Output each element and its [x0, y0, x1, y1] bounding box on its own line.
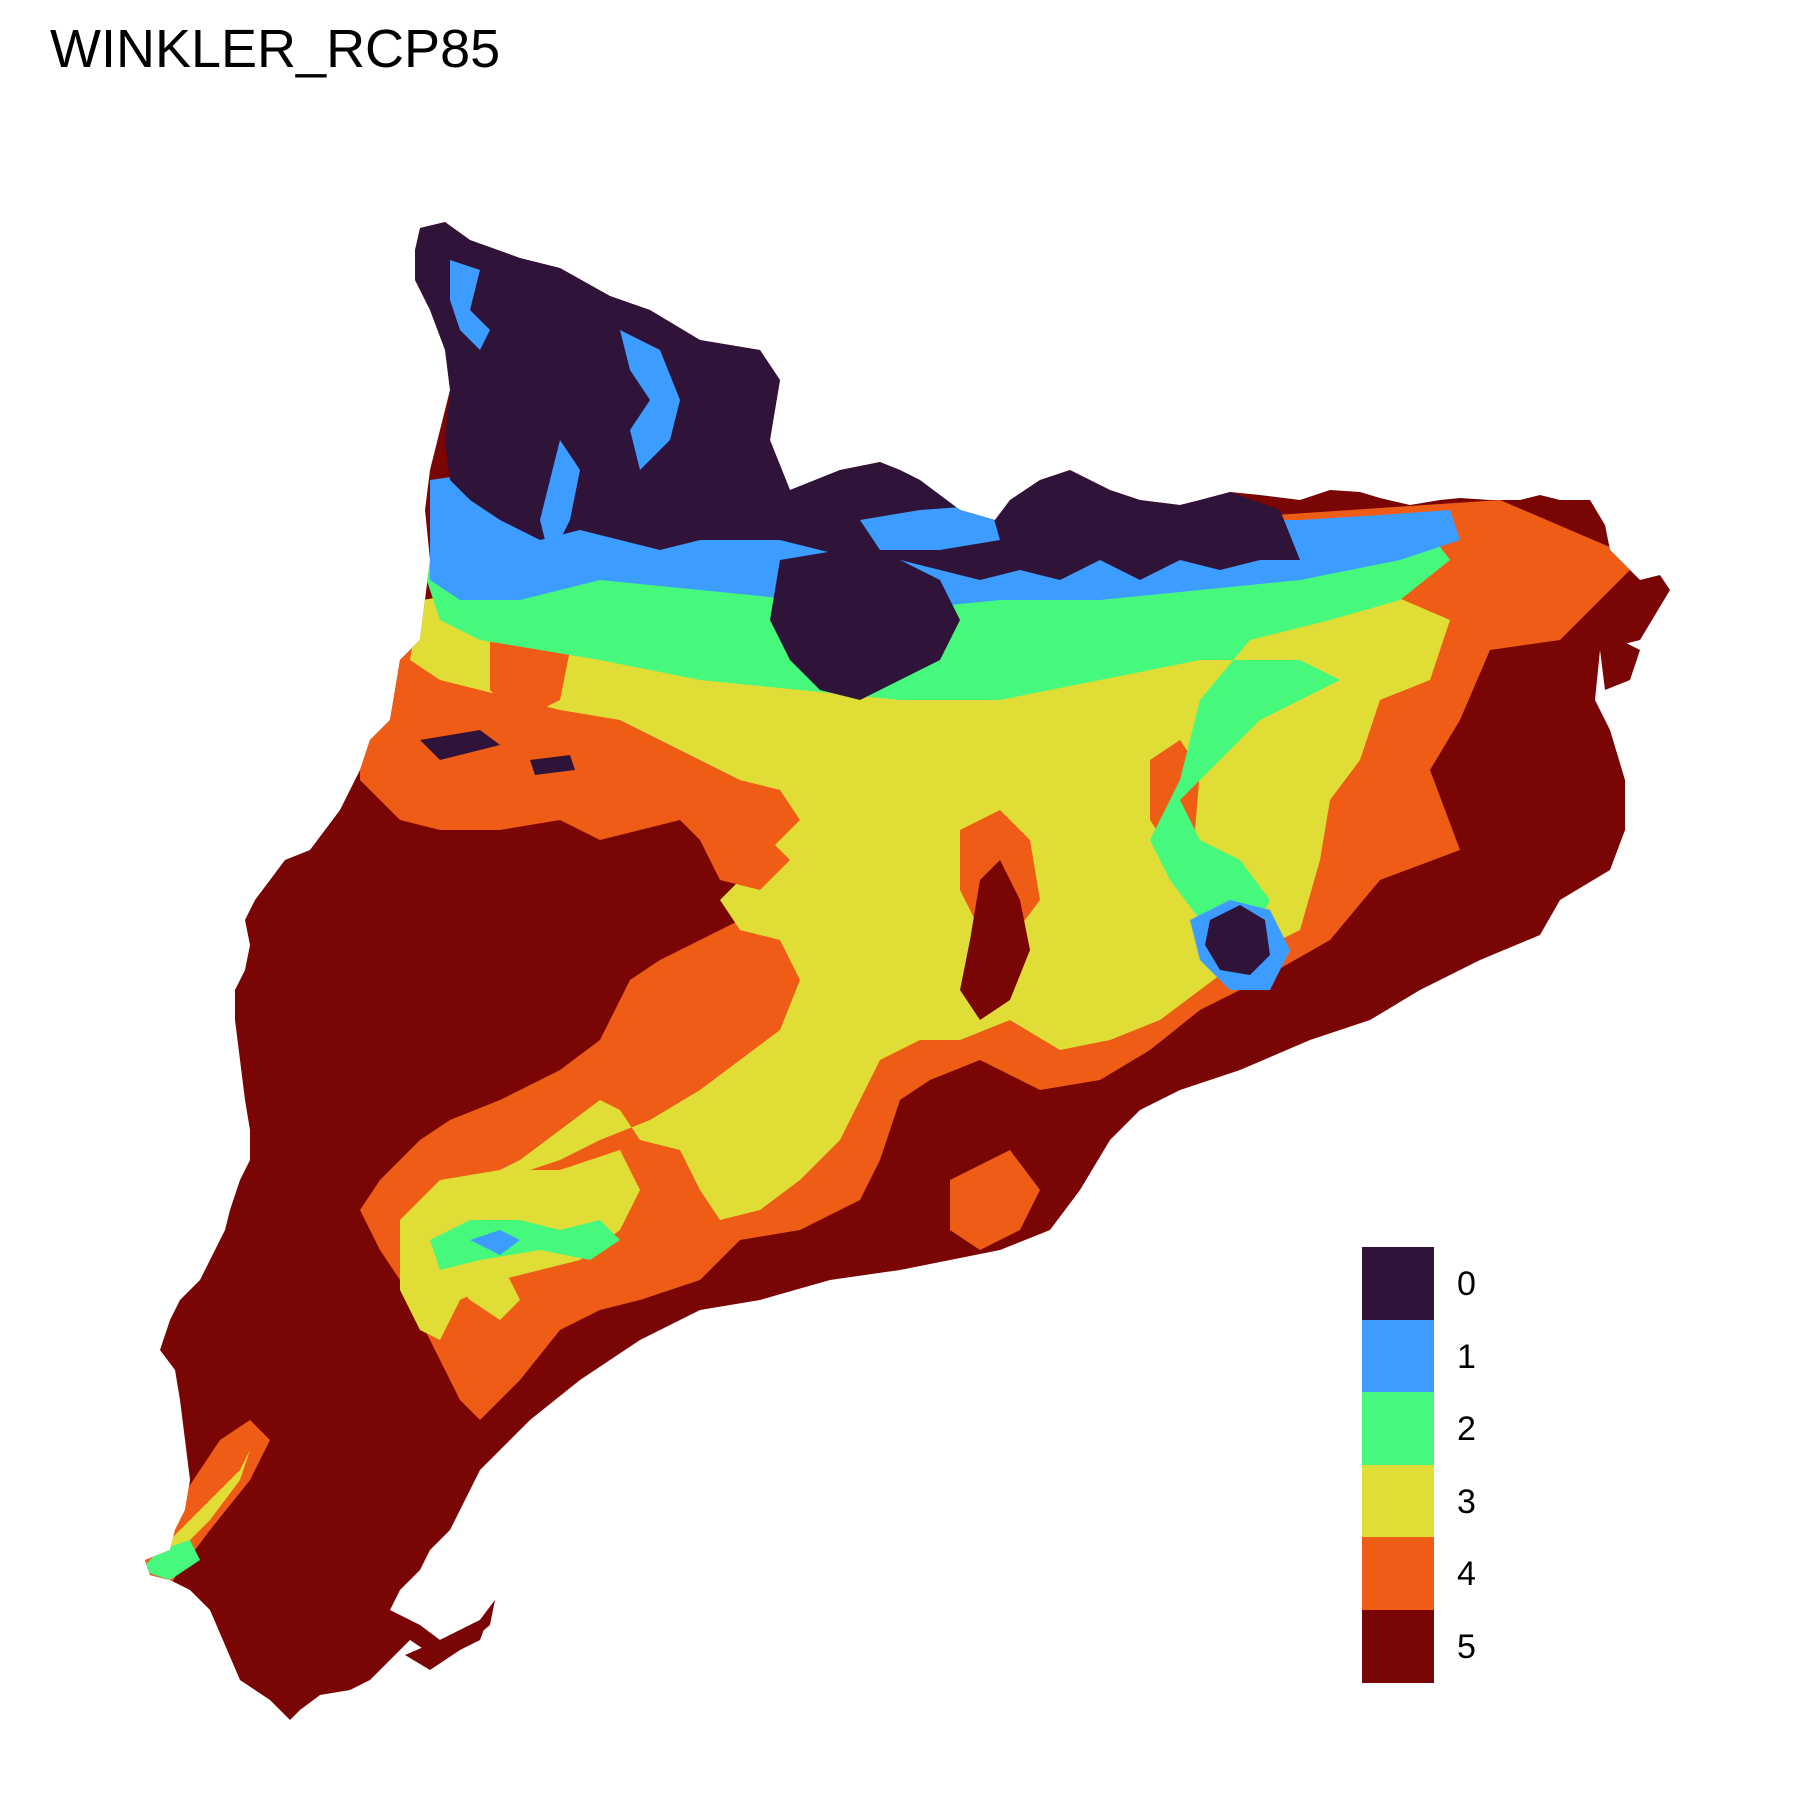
legend-swatch [1362, 1537, 1434, 1610]
legend-label: 2 [1457, 1410, 1476, 1448]
legend-label: 0 [1457, 1265, 1476, 1303]
legend-label: 5 [1457, 1627, 1476, 1666]
legend-label: 1 [1457, 1337, 1476, 1376]
legend-swatch [1362, 1392, 1434, 1465]
map-title: WINKLER_RCP85 [50, 19, 501, 79]
legend-label: 4 [1457, 1555, 1476, 1593]
legend-swatch [1362, 1609, 1434, 1683]
legend-swatch [1362, 1247, 1434, 1320]
legend-swatch [1362, 1319, 1434, 1393]
legend-label: 3 [1457, 1482, 1476, 1521]
legend-swatch [1362, 1464, 1434, 1538]
